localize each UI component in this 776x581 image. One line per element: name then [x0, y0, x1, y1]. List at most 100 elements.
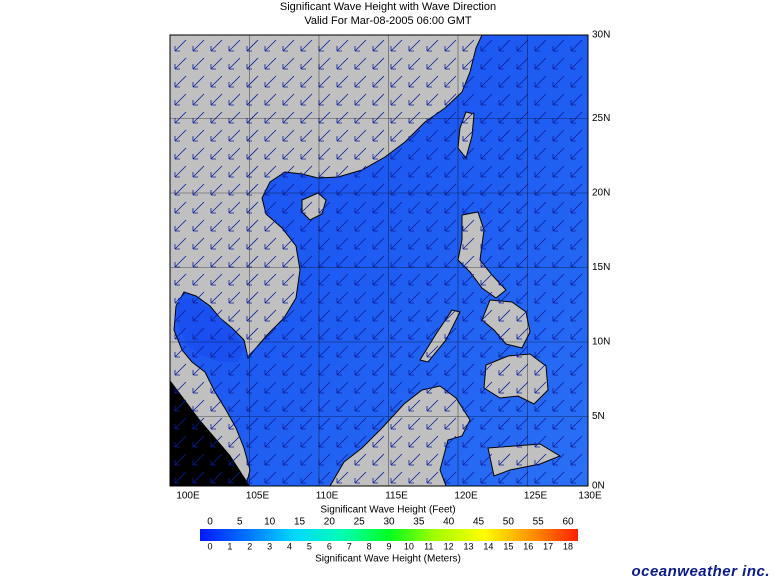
wave-arrow [444, 435, 457, 448]
wave-arrow [372, 291, 385, 304]
wave-arrow [498, 219, 511, 232]
wave-arrow [264, 93, 277, 106]
wave-arrow [336, 111, 349, 124]
wave-arrow [462, 309, 475, 322]
wave-arrow [282, 57, 295, 70]
feet-tick: 5 [237, 517, 243, 528]
wave-arrow [570, 363, 583, 376]
wave-arrow [372, 435, 385, 448]
wave-arrow [354, 255, 367, 268]
wave-arrow [408, 363, 421, 376]
wave-arrow [480, 291, 493, 304]
wave-arrow [498, 327, 511, 340]
wave-arrow [408, 255, 421, 268]
wave-arrow [444, 273, 457, 286]
wave-arrow [354, 219, 367, 232]
wave-arrow [300, 75, 313, 88]
wave-arrow [498, 363, 511, 376]
wave-arrow [210, 363, 223, 376]
wave-arrow [552, 39, 565, 52]
wave-arrow [228, 291, 241, 304]
wave-arrow [282, 93, 295, 106]
wave-arrow [426, 129, 439, 142]
palawan [419, 309, 461, 363]
wave-arrow [570, 147, 583, 160]
wave-arrow [390, 237, 403, 250]
wave-arrow [210, 111, 223, 124]
wave-arrow [444, 219, 457, 232]
lon-label: 105E [246, 491, 270, 502]
wave-arrow [300, 219, 313, 232]
wave-arrow [480, 57, 493, 70]
wave-arrow [282, 471, 295, 484]
wave-arrow [264, 219, 277, 232]
wave-arrow [390, 381, 403, 394]
wave-arrow [426, 111, 439, 124]
wave-arrow [372, 273, 385, 286]
wave-arrow [534, 129, 547, 142]
wave-arrow [462, 147, 475, 160]
wave-arrow [300, 471, 313, 484]
wave-arrow [300, 435, 313, 448]
meters-tick: 15 [503, 541, 513, 551]
wave-arrow [210, 435, 223, 448]
wave-arrow [282, 453, 295, 466]
wave-arrow [282, 399, 295, 412]
wave-arrow [192, 309, 205, 322]
wave-arrow [192, 39, 205, 52]
lon-label: 110E [316, 491, 339, 502]
wave-arrow [282, 75, 295, 88]
wave-arrow [498, 453, 511, 466]
wave-arrow [390, 453, 403, 466]
wave-arrow [408, 417, 421, 430]
wave-arrow [354, 327, 367, 340]
wave-arrow [462, 237, 475, 250]
wave-arrow [300, 57, 313, 70]
wave-arrow [408, 435, 421, 448]
wave-arrow [408, 57, 421, 70]
wave-arrow [444, 471, 457, 484]
wave-arrow [372, 381, 385, 394]
wave-arrow [192, 399, 205, 412]
wave-arrow [480, 111, 493, 124]
wave-arrow [498, 201, 511, 214]
wave-arrow [552, 345, 565, 358]
wave-arrow [534, 363, 547, 376]
wave-arrow [552, 219, 565, 232]
wave-arrow [372, 363, 385, 376]
wave-arrow [174, 435, 187, 448]
wave-arrow [192, 237, 205, 250]
lat-label: 25N [592, 113, 610, 124]
wave-arrow [300, 165, 313, 178]
wave-arrow [462, 75, 475, 88]
wave-arrow [444, 381, 457, 394]
wave-arrow [336, 273, 349, 286]
wave-arrow [552, 399, 565, 412]
feet-tick: 50 [503, 517, 515, 528]
sulawesi [487, 443, 562, 477]
wave-arrow [210, 201, 223, 214]
wave-arrow [228, 75, 241, 88]
wave-arrow [534, 57, 547, 70]
wave-arrow [390, 471, 403, 484]
wave-arrow [210, 471, 223, 484]
wave-arrow [192, 381, 205, 394]
wave-arrow [174, 471, 187, 484]
wave-arrow [390, 399, 403, 412]
wave-arrow [462, 111, 475, 124]
wave-arrow [228, 255, 241, 268]
wave-arrow [408, 273, 421, 286]
wave-arrow [354, 381, 367, 394]
wave-arrow [480, 147, 493, 160]
wave-arrow [300, 111, 313, 124]
wave-arrow [426, 291, 439, 304]
wave-arrow [192, 345, 205, 358]
wave-arrow [462, 417, 475, 430]
wave-arrow [228, 345, 241, 358]
wave-arrow [444, 309, 457, 322]
wave-arrow [282, 165, 295, 178]
wave-arrow [462, 453, 475, 466]
meters-tick: 14 [483, 541, 493, 551]
wave-arrow [228, 471, 241, 484]
wave-arrow [210, 219, 223, 232]
